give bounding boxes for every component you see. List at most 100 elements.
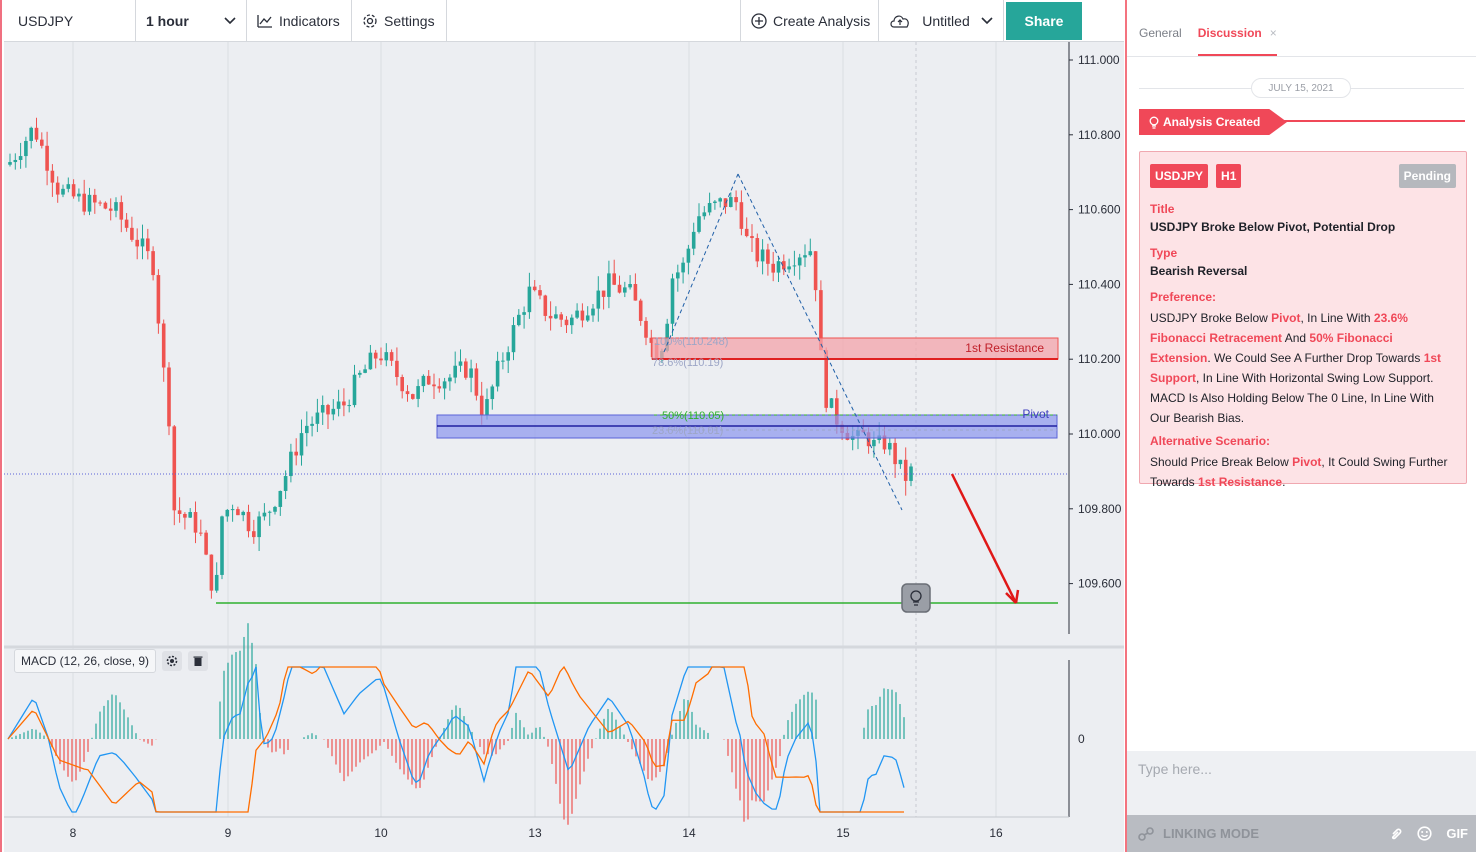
fib-swing-line-up [663, 173, 739, 353]
paperclip-icon[interactable] [1389, 827, 1403, 841]
macd-line [7, 666, 905, 813]
toolbar-spacer [447, 0, 741, 41]
candle-body [373, 352, 378, 359]
candle-body [782, 261, 786, 270]
gear-icon [362, 13, 378, 29]
price-axis[interactable]: 111.000 110.800 110.600 110.400 110.200 110.0… [1069, 53, 1122, 591]
linking-mode-toggle[interactable]: LINKING MODE [1137, 826, 1259, 842]
candle-body [199, 532, 203, 534]
candle-body [564, 319, 569, 326]
candle-body [209, 554, 214, 591]
candle-body [61, 188, 65, 195]
candle-body [98, 202, 102, 204]
highlight-pivot: Pivot [1292, 455, 1322, 469]
candle-body [294, 451, 298, 456]
candle-body [676, 272, 680, 279]
symbol-selector[interactable]: USDJPY [4, 0, 136, 41]
gif-button[interactable]: GIF [1446, 826, 1468, 841]
tab-general[interactable]: General [1139, 26, 1182, 40]
chart-canvas[interactable]: 1st Resistance 100%(110.248) 78.6%(110.1… [4, 42, 1124, 852]
time-tick-label: 10 [374, 826, 388, 840]
candle-body [204, 532, 208, 555]
candle-body [893, 442, 897, 465]
share-button[interactable]: Share [1006, 1, 1082, 40]
chevron-down-icon [981, 16, 993, 25]
macd-settings-button[interactable] [162, 651, 183, 671]
candle-body [13, 159, 18, 163]
alternative-label: Alternative Scenario: [1150, 434, 1271, 448]
analysis-created-tag: Analysis Created [1139, 109, 1287, 135]
candle-body [776, 261, 781, 273]
candle-body [45, 145, 49, 171]
text-part: USDJPY Broke Below [1150, 311, 1272, 325]
candle-body [24, 140, 28, 157]
chart-area[interactable]: 1st Resistance 100%(110.248) 78.6%(110.1… [4, 42, 1124, 852]
text-part: . [1282, 475, 1286, 489]
candle-body [82, 193, 86, 212]
candle-body [495, 360, 500, 387]
candle-body [665, 323, 669, 351]
candle-body [739, 202, 744, 229]
candle-body [77, 193, 81, 197]
panel-tabs: General Discussion × [1127, 0, 1476, 57]
candle-body [103, 202, 108, 209]
emoji-icon[interactable] [1417, 826, 1432, 841]
candle-body [882, 435, 887, 450]
linking-mode-label: LINKING MODE [1163, 826, 1260, 841]
interval-dropdown[interactable]: 1 hour [136, 0, 247, 41]
analysis-marker[interactable] [901, 583, 931, 613]
candle-body [532, 286, 537, 291]
candle-body [331, 408, 336, 415]
candle-body [729, 197, 733, 207]
indicators-icon [257, 14, 273, 28]
candle-body [559, 314, 563, 320]
bottom-bar: LINKING MODE GIF [1127, 815, 1476, 852]
tab-discussion[interactable]: Discussion × [1197, 26, 1277, 56]
linking-icon [1138, 826, 1154, 841]
candle-body [214, 574, 219, 591]
top-toolbar: USDJPY 1 hour Indicators Settings Creat [4, 0, 1124, 42]
candle-body [18, 156, 23, 160]
indicators-button[interactable]: Indicators [247, 0, 352, 41]
price-tick-label: 109.600 [1078, 577, 1122, 591]
layout-dropdown[interactable]: Untitled [879, 0, 1004, 41]
candle-body [623, 287, 627, 293]
close-icon[interactable]: × [1269, 26, 1277, 40]
candle-body [617, 284, 622, 293]
fib-786-label: 78.6%(110.19) [652, 357, 723, 369]
candle-body [40, 139, 44, 146]
fib-50-label: 50%(110.05) [662, 410, 724, 422]
create-analysis-button[interactable]: Create Analysis [741, 0, 879, 41]
candle-body [898, 459, 903, 465]
candle-body [395, 360, 399, 378]
candle-body [267, 511, 272, 513]
price-tick-label: 110.400 [1078, 277, 1121, 291]
candle-body [734, 197, 738, 203]
candle-body [670, 278, 675, 324]
gear-icon [166, 655, 178, 667]
candle-body [310, 423, 314, 426]
message-input-box [1127, 751, 1476, 815]
analysis-card[interactable]: USDJPY H1 Pending Title USDJPY Broke Bel… [1139, 151, 1467, 489]
candle-body [426, 375, 431, 385]
message-input[interactable] [1138, 761, 1467, 777]
macd-legend-label[interactable]: MACD (12, 26, close, 9) [14, 649, 157, 673]
candle-body [188, 512, 192, 518]
candle-body [474, 368, 479, 396]
settings-button[interactable]: Settings [352, 0, 447, 41]
status-badge: Pending [1398, 164, 1456, 188]
candle-body [723, 198, 728, 207]
arrow-head-icon [1005, 589, 1020, 604]
layout-name: Untitled [922, 12, 970, 29]
date-separator: JULY 15, 2021 [1127, 78, 1476, 98]
text-part: Should Price Break Below [1150, 455, 1293, 469]
symbol-badge: USDJPY [1150, 164, 1209, 188]
price-tick-label: 110.600 [1078, 203, 1121, 217]
title-value: USDJPY Broke Below Pivot, Potential Drop [1150, 220, 1396, 234]
macd-delete-button[interactable] [188, 651, 209, 671]
candle-body [522, 312, 526, 315]
candle-body [813, 251, 818, 291]
time-axis[interactable]: 8 9 10 13 14 15 16 [70, 826, 1003, 840]
symbol-label: USDJPY [18, 12, 74, 29]
time-tick-label: 14 [682, 826, 696, 840]
